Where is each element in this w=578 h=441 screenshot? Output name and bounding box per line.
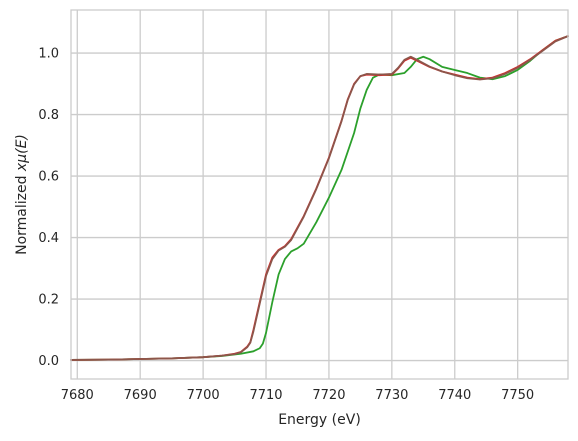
axes-frame (70, 9, 569, 380)
x-axis-label: Energy (eV) (278, 412, 361, 428)
plot-frame (70, 9, 569, 380)
y-tick-label: 0.0 (38, 354, 59, 369)
y-tick-label: 1.0 (38, 47, 59, 62)
x-tick-label: 7680 (61, 388, 94, 403)
x-tick-label: 7720 (312, 388, 345, 403)
x-tick-label: 7730 (375, 388, 408, 403)
series-line-1 (70, 35, 569, 361)
y-tick-label: 0.2 (38, 293, 59, 308)
y-axis-label-math: xμ(E) (14, 134, 30, 172)
series-line-2 (70, 35, 569, 361)
y-axis-label-text: Normalized (14, 171, 30, 255)
x-tick-label: 7710 (249, 388, 282, 403)
x-tick-label: 7740 (438, 388, 471, 403)
y-tick-label: 0.4 (38, 231, 59, 246)
y-axis-label: Normalized xμ(E) (14, 134, 30, 255)
series-layer (70, 35, 569, 361)
y-tick-label: 0.8 (38, 108, 59, 123)
x-tick-label: 7700 (187, 388, 220, 403)
tick-labels: 7680 7690 7700 7710 7720 7730 7740 7750 0.0 0.2 0.… (38, 47, 534, 403)
x-tick-label: 7750 (501, 388, 534, 403)
grid-layer (71, 10, 568, 379)
x-tick-label: 7690 (124, 388, 157, 403)
series-line-3 (70, 35, 569, 361)
y-tick-label: 0.6 (38, 170, 59, 185)
